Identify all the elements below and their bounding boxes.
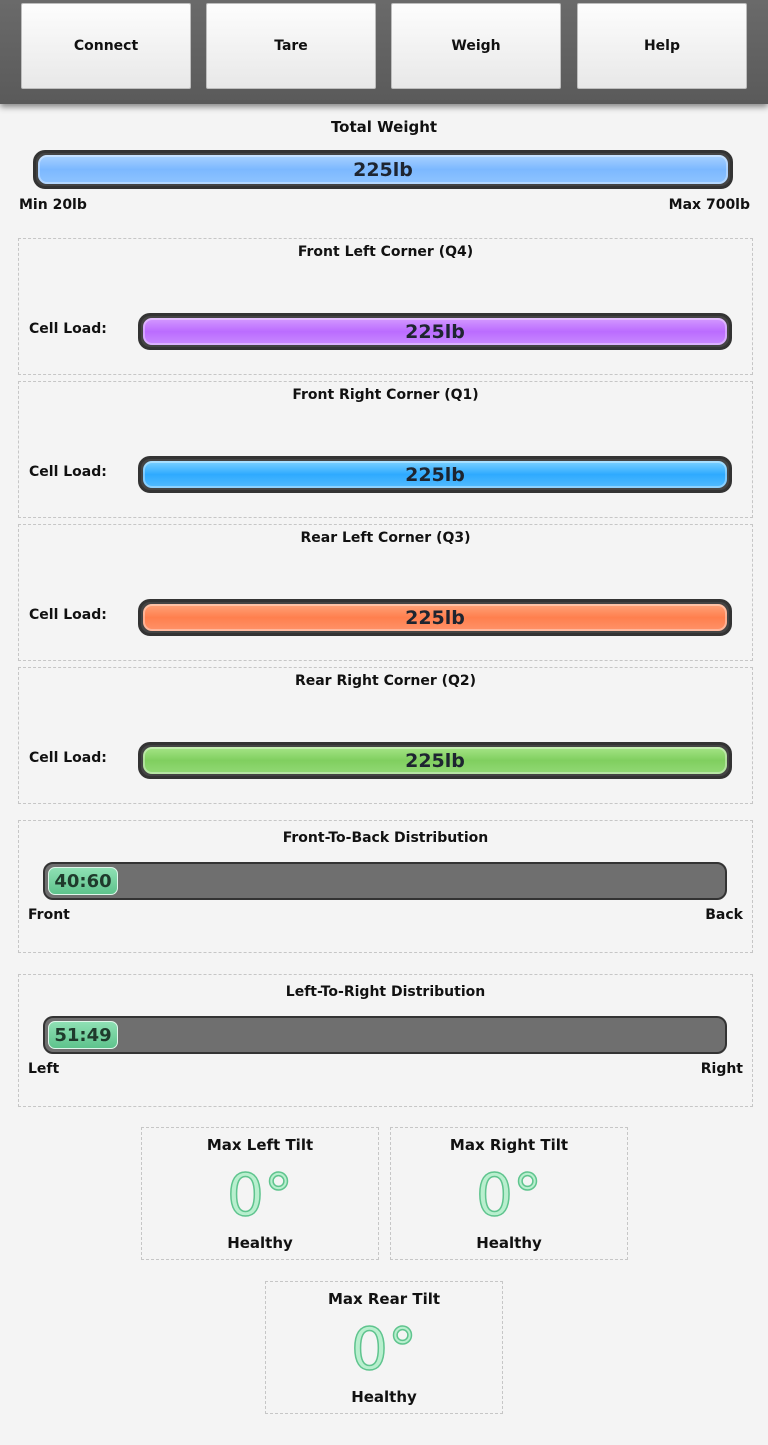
panel-title: Left-To-Right Distribution [285,984,486,1000]
tilt-value: 0° [226,1161,293,1229]
rear-left-corner-panel: Rear Left Corner (Q3) Cell Load: 225lb [18,524,753,661]
front-to-back-panel: Front-To-Back Distribution 40:60 Front B… [18,820,753,953]
cell-load-label: Cell Load: [29,464,107,480]
tilt-value: 0° [350,1315,417,1383]
tilt-title: Max Left Tilt [206,1136,314,1154]
left-label: Left [28,1061,60,1077]
tilt-status: Healthy [476,1234,542,1252]
top-toolbar: Connect Tare Weigh Help [0,0,768,104]
panel-title: Rear Right Corner (Q2) [294,673,477,689]
total-weight-title: Total Weight [330,118,438,136]
weigh-button[interactable]: Weigh [391,3,561,89]
front-right-corner-panel: Front Right Corner (Q1) Cell Load: 225lb [18,381,753,518]
rear-left-cell-load-bar: 225lb [138,599,732,636]
help-button[interactable]: Help [577,3,747,89]
front-label: Front [28,907,70,923]
max-weight-label: Max 700lb [668,197,750,213]
cell-load-value: 225lb [143,318,727,345]
min-weight-label: Min 20lb [19,197,87,213]
left-to-right-value: 51:49 [48,1021,118,1049]
cell-load-value: 225lb [143,747,727,774]
tare-button[interactable]: Tare [206,3,376,89]
tilt-title: Max Rear Tilt [327,1290,441,1308]
front-to-back-track: 40:60 [43,862,727,900]
cell-load-label: Cell Load: [29,607,107,623]
front-to-back-value: 40:60 [48,867,118,895]
total-weight-bar: 225lb [33,150,733,189]
front-right-cell-load-bar: 225lb [138,456,732,493]
cell-load-value: 225lb [143,604,727,631]
left-to-right-track: 51:49 [43,1016,727,1054]
tilt-value: 0° [475,1161,542,1229]
panel-title: Front Left Corner (Q4) [297,244,474,260]
max-right-tilt-box: Max Right Tilt 0° Healthy [390,1127,628,1260]
cell-load-label: Cell Load: [29,750,107,766]
right-label: Right [700,1061,743,1077]
max-left-tilt-box: Max Left Tilt 0° Healthy [141,1127,379,1260]
cell-load-value: 225lb [143,461,727,488]
left-to-right-panel: Left-To-Right Distribution 51:49 Left Ri… [18,974,753,1107]
panel-title: Front Right Corner (Q1) [292,387,479,403]
connect-button[interactable]: Connect [21,3,191,89]
back-label: Back [705,907,743,923]
rear-right-cell-load-bar: 225lb [138,742,732,779]
tilt-title: Max Right Tilt [449,1136,569,1154]
max-rear-tilt-box: Max Rear Tilt 0° Healthy [265,1281,503,1414]
front-left-cell-load-bar: 225lb [138,313,732,350]
panel-title: Front-To-Back Distribution [282,830,489,846]
tilt-status: Healthy [227,1234,293,1252]
rear-right-corner-panel: Rear Right Corner (Q2) Cell Load: 225lb [18,667,753,804]
cell-load-label: Cell Load: [29,321,107,337]
tilt-status: Healthy [351,1388,417,1406]
total-weight-value: 225lb [38,155,728,184]
front-left-corner-panel: Front Left Corner (Q4) Cell Load: 225lb [18,238,753,375]
panel-title: Rear Left Corner (Q3) [300,530,471,546]
